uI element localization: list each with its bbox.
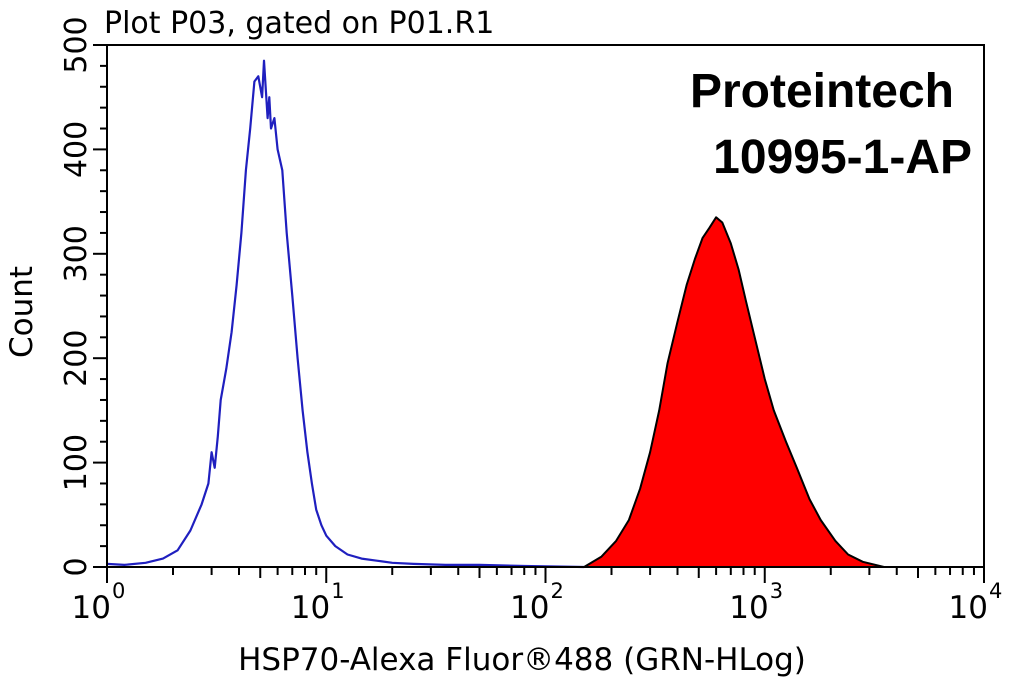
x-tick-label: 10 3 xyxy=(729,579,783,626)
y-tick-label: 0 xyxy=(59,557,94,576)
y-tick-label: 500 xyxy=(59,16,94,73)
catalog-annotation: 10995-1-AP xyxy=(713,131,972,184)
y-tick-label: 200 xyxy=(59,330,94,387)
x-tick-label: 10 2 xyxy=(510,579,564,626)
x-tick-marks xyxy=(106,567,985,583)
x-tick-base: 10 xyxy=(291,590,330,626)
series-layer xyxy=(106,59,885,569)
y-tick-label: 100 xyxy=(59,434,94,491)
plot-frame xyxy=(106,44,985,568)
y-tick-label: 300 xyxy=(59,225,94,282)
x-tick-base: 10 xyxy=(729,590,768,626)
x-tick-exponent: 0 xyxy=(112,579,125,603)
x-tick-base: 10 xyxy=(949,590,988,626)
x-tick-label: 10 4 xyxy=(949,579,1003,626)
y-tick-label: 400 xyxy=(59,121,94,178)
y-axis-label: Count xyxy=(4,266,40,358)
outline-histogram xyxy=(106,59,585,569)
x-tick-exponent: 1 xyxy=(331,579,344,603)
brand-annotation: Proteintech xyxy=(690,65,954,118)
x-tick-exponent: 3 xyxy=(770,579,783,603)
y-tick-labels: 0 100 200 300 400 500 xyxy=(59,16,94,576)
chart-title: Plot P03, gated on P01.R1 xyxy=(104,6,494,41)
x-axis-label: HSP70-Alexa Fluor®488 (GRN-HLog) xyxy=(238,642,806,678)
x-tick-label: 10 0 xyxy=(72,579,126,626)
y-tick-marks xyxy=(93,44,107,568)
x-tick-labels: 10 0 10 1 10 2 10 3 10 4 xyxy=(72,579,1003,626)
x-tick-base: 10 xyxy=(72,590,111,626)
x-tick-exponent: 2 xyxy=(551,579,564,603)
filled-histogram xyxy=(583,216,885,568)
x-tick-label: 10 1 xyxy=(291,579,345,626)
x-tick-base: 10 xyxy=(510,590,549,626)
x-tick-exponent: 4 xyxy=(989,579,1002,603)
